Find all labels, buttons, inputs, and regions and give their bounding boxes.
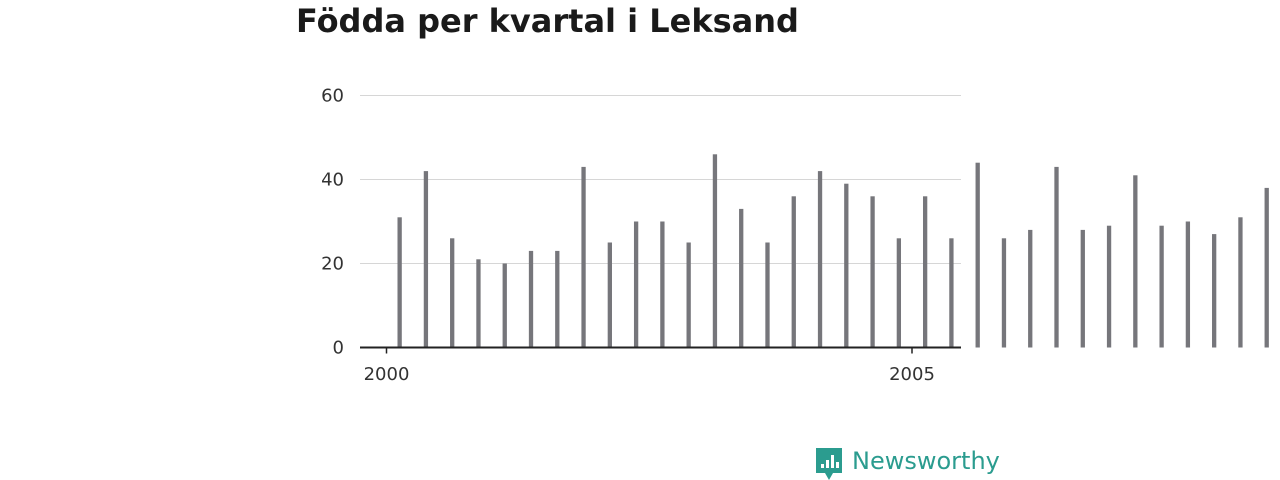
bar xyxy=(633,221,639,348)
bar xyxy=(739,208,744,348)
bar xyxy=(922,196,928,348)
bar xyxy=(397,217,402,348)
y-tick-label: 40 xyxy=(321,170,344,191)
chart-title: Födda per kvartal i Leksand xyxy=(296,2,799,40)
newsworthy-logo-icon xyxy=(816,448,842,480)
bar xyxy=(949,238,954,348)
bar xyxy=(975,162,980,348)
bar xyxy=(712,154,718,348)
bar xyxy=(870,196,875,348)
bars xyxy=(397,154,1269,348)
bar xyxy=(1212,234,1217,348)
y-tick-label: 20 xyxy=(321,254,344,275)
y-tick-label: 60 xyxy=(321,86,344,107)
bar xyxy=(1080,229,1085,348)
x-axis-ticks: 200020052010201520202025 xyxy=(364,347,935,385)
bar xyxy=(502,263,507,348)
x-tick-label: 2000 xyxy=(364,364,410,385)
bar xyxy=(476,259,481,348)
bar xyxy=(660,221,665,348)
bar xyxy=(896,238,902,348)
bar xyxy=(1106,225,1112,348)
brand-name: Newsworthy xyxy=(852,447,1000,475)
bar xyxy=(686,242,691,348)
bar xyxy=(581,166,586,348)
newsworthy-logo: Newsworthy xyxy=(816,447,1000,480)
bar xyxy=(1054,166,1059,348)
bar xyxy=(555,250,560,348)
bar xyxy=(1133,175,1138,348)
bar xyxy=(423,171,429,348)
bar xyxy=(1238,217,1243,348)
bar xyxy=(1264,187,1269,348)
bar xyxy=(765,242,770,348)
bar xyxy=(844,183,849,348)
bar xyxy=(450,238,455,348)
bar xyxy=(817,171,823,348)
bar xyxy=(1159,225,1164,348)
bar xyxy=(1028,229,1033,348)
x-tick-label: 2005 xyxy=(889,364,935,385)
bar xyxy=(1185,221,1191,348)
y-axis-ticks: 0 20 40 60 xyxy=(321,86,344,359)
bar xyxy=(528,250,534,348)
bar xyxy=(607,242,612,348)
y-tick-label: 0 xyxy=(333,338,344,359)
bar xyxy=(791,196,796,348)
bar xyxy=(1001,238,1007,348)
